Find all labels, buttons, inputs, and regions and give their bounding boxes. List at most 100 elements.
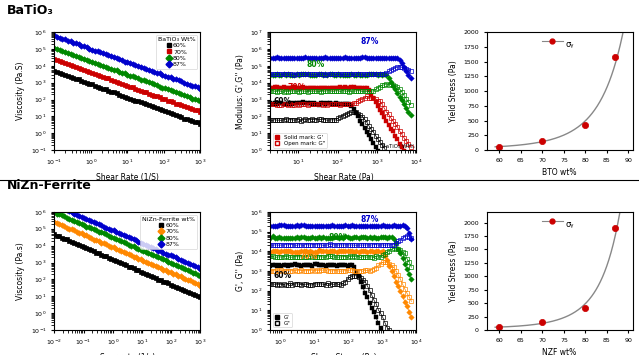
80% <box>93 228 100 233</box>
70% <box>66 63 74 67</box>
Legend: 60%, 70%, 80%, 87%: 60%, 70%, 80%, 87% <box>141 215 197 249</box>
80% <box>77 56 85 60</box>
60% <box>197 121 204 126</box>
70% <box>88 236 95 240</box>
Text: BaTiO₃: BaTiO₃ <box>6 4 53 17</box>
60% <box>105 88 112 93</box>
Text: 87%: 87% <box>361 215 380 224</box>
87% <box>75 213 83 218</box>
Legend: 60%, 70%, 80%, 87%: 60%, 70%, 80%, 87% <box>156 35 197 69</box>
70% <box>100 241 107 246</box>
80% <box>50 46 58 50</box>
80% <box>142 250 150 255</box>
X-axis label: Shear Rate (1/S): Shear Rate (1/S) <box>96 173 158 182</box>
87% <box>77 44 85 48</box>
80% <box>105 66 112 70</box>
80% <box>75 221 83 225</box>
87% <box>50 33 58 38</box>
60% <box>66 75 74 79</box>
70% <box>50 220 58 224</box>
87% <box>66 39 74 44</box>
60% <box>98 253 105 257</box>
70% <box>98 240 105 245</box>
80% <box>197 99 204 103</box>
80% <box>180 93 188 98</box>
Text: 60%: 60% <box>273 271 291 280</box>
Text: 80%: 80% <box>329 233 347 242</box>
70% <box>93 238 100 242</box>
Y-axis label: Viscosity (Pa.s): Viscosity (Pa.s) <box>16 242 25 300</box>
87% <box>194 85 201 89</box>
Legend: G', G": G', G" <box>273 313 292 327</box>
80% <box>98 230 105 235</box>
87% <box>93 221 100 225</box>
Line: 80%: 80% <box>52 46 203 103</box>
60% <box>194 120 201 125</box>
Y-axis label: Viscosity (Pa.S): Viscosity (Pa.S) <box>16 62 25 120</box>
Line: 80%: 80% <box>52 210 203 278</box>
Line: 60%: 60% <box>52 69 203 126</box>
80% <box>100 231 107 236</box>
Line: 60%: 60% <box>52 232 203 299</box>
60% <box>197 295 204 300</box>
Text: 80%: 80% <box>307 60 325 69</box>
87% <box>142 242 150 247</box>
Y-axis label: Yield Stress (Pa): Yield Stress (Pa) <box>449 60 458 122</box>
70% <box>197 110 204 114</box>
70% <box>194 108 201 113</box>
60% <box>50 69 58 73</box>
Line: 70%: 70% <box>52 58 203 114</box>
Text: 70%: 70% <box>300 252 318 261</box>
X-axis label: BTO wt%: BTO wt% <box>543 169 577 178</box>
87% <box>197 86 204 91</box>
X-axis label: NZF wt%: NZF wt% <box>543 348 577 355</box>
Text: 60%: 60% <box>273 97 291 106</box>
70% <box>75 231 83 235</box>
60% <box>75 243 83 247</box>
Y-axis label: Yield Stress (Pa): Yield Stress (Pa) <box>449 240 458 302</box>
60% <box>86 82 93 86</box>
87% <box>86 47 93 51</box>
60% <box>100 254 107 258</box>
87% <box>50 203 58 207</box>
60% <box>77 79 85 83</box>
80% <box>66 52 74 56</box>
Text: σᵧ: σᵧ <box>566 40 574 49</box>
Y-axis label: G', G'' (Pa): G', G'' (Pa) <box>236 251 245 291</box>
80% <box>88 226 95 230</box>
70% <box>197 284 204 288</box>
87% <box>88 219 95 223</box>
70% <box>86 70 93 75</box>
Legend: Solid mark: G', Open mark: G": Solid mark: G', Open mark: G" <box>273 133 327 148</box>
70% <box>142 260 150 264</box>
60% <box>88 248 95 252</box>
Text: 70%: 70% <box>288 83 306 92</box>
70% <box>180 104 188 108</box>
87% <box>98 223 105 228</box>
70% <box>77 67 85 71</box>
60% <box>50 232 58 236</box>
70% <box>50 57 58 61</box>
80% <box>194 98 201 103</box>
Line: 87%: 87% <box>52 203 203 271</box>
Text: BaTiO₃ Wt%: BaTiO₃ Wt% <box>382 144 415 149</box>
87% <box>180 81 188 85</box>
60% <box>180 116 188 121</box>
87% <box>105 53 112 58</box>
87% <box>100 225 107 229</box>
60% <box>93 251 100 255</box>
80% <box>86 59 93 63</box>
Text: NiZn-Ferrite: NiZn-Ferrite <box>6 179 91 192</box>
X-axis label: Shear Rate (Pa): Shear Rate (Pa) <box>314 173 373 182</box>
X-axis label: Shear Stress (Pa): Shear Stress (Pa) <box>311 353 376 355</box>
Y-axis label: Modulus: G',G'' (Pa): Modulus: G',G'' (Pa) <box>236 54 245 129</box>
80% <box>50 210 58 214</box>
Line: 70%: 70% <box>52 220 203 288</box>
70% <box>105 76 112 81</box>
Line: 87%: 87% <box>52 33 203 91</box>
X-axis label: Sear rate (1/s): Sear rate (1/s) <box>100 353 155 355</box>
Text: 87%: 87% <box>361 37 380 46</box>
87% <box>197 267 204 271</box>
80% <box>197 274 204 278</box>
Text: σᵧ: σᵧ <box>566 220 574 229</box>
